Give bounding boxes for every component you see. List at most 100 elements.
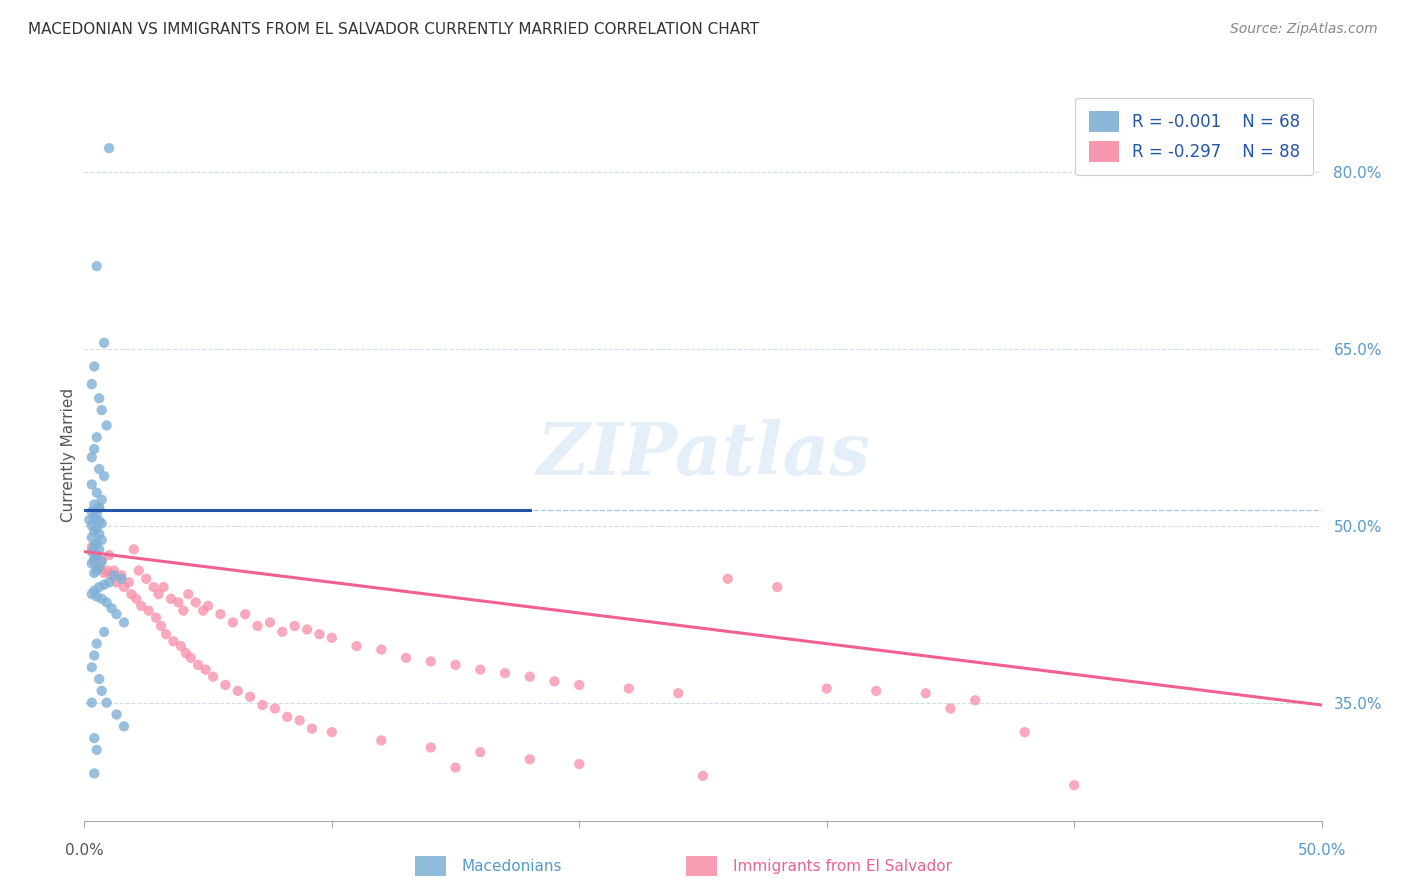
Point bbox=[100, 601, 122, 615]
Point bbox=[202, 670, 225, 684]
Text: Immigrants from El Salvador: Immigrants from El Salvador bbox=[733, 859, 952, 873]
Point bbox=[692, 769, 714, 783]
Point bbox=[222, 615, 245, 630]
Point bbox=[86, 590, 108, 604]
Point bbox=[89, 514, 111, 528]
Point bbox=[138, 604, 160, 618]
Point bbox=[135, 572, 157, 586]
Point bbox=[86, 521, 108, 535]
Point bbox=[80, 540, 103, 554]
Point bbox=[96, 564, 118, 578]
Point bbox=[177, 587, 200, 601]
Point bbox=[80, 377, 103, 392]
Point bbox=[444, 657, 467, 672]
Point bbox=[155, 627, 177, 641]
Point bbox=[98, 548, 121, 562]
Point bbox=[184, 595, 207, 609]
Point bbox=[174, 646, 197, 660]
Point bbox=[80, 518, 103, 533]
Point bbox=[271, 624, 294, 639]
Text: ZIPatlas: ZIPatlas bbox=[536, 419, 870, 491]
Point bbox=[191, 604, 214, 618]
Point bbox=[90, 554, 112, 568]
Point bbox=[86, 536, 108, 550]
Point bbox=[120, 587, 142, 601]
Point bbox=[89, 542, 111, 557]
Point bbox=[276, 710, 298, 724]
Point bbox=[86, 637, 108, 651]
Point bbox=[129, 599, 152, 613]
Point bbox=[105, 575, 128, 590]
Point bbox=[568, 678, 591, 692]
Point bbox=[105, 607, 128, 622]
Point bbox=[80, 660, 103, 674]
Point bbox=[98, 141, 121, 155]
Point bbox=[83, 510, 105, 524]
Point bbox=[519, 752, 541, 766]
Text: Source: ZipAtlas.com: Source: ZipAtlas.com bbox=[1230, 22, 1378, 37]
Point bbox=[226, 684, 249, 698]
Point bbox=[79, 513, 101, 527]
Point bbox=[568, 757, 591, 772]
Point bbox=[93, 624, 115, 639]
Point bbox=[89, 527, 111, 541]
Point bbox=[86, 743, 108, 757]
Point bbox=[83, 442, 105, 456]
Point bbox=[103, 564, 125, 578]
Point bbox=[152, 580, 174, 594]
Point bbox=[118, 575, 141, 590]
Point bbox=[86, 507, 108, 521]
Point bbox=[162, 634, 184, 648]
Point bbox=[89, 501, 111, 516]
Point bbox=[150, 619, 173, 633]
Point bbox=[308, 627, 330, 641]
Point bbox=[112, 719, 135, 733]
Point bbox=[93, 566, 115, 580]
Point bbox=[98, 575, 121, 590]
Point bbox=[86, 430, 108, 444]
Point bbox=[96, 418, 118, 433]
Legend: R = -0.001    N = 68, R = -0.297    N = 88: R = -0.001 N = 68, R = -0.297 N = 88 bbox=[1076, 97, 1313, 176]
Point bbox=[80, 587, 103, 601]
Point bbox=[444, 760, 467, 774]
Point bbox=[80, 531, 103, 545]
Point bbox=[321, 631, 343, 645]
Point bbox=[346, 639, 368, 653]
Point bbox=[89, 560, 111, 574]
Point bbox=[666, 686, 689, 700]
Point bbox=[112, 580, 135, 594]
Point bbox=[80, 557, 103, 571]
Point bbox=[865, 684, 887, 698]
Point bbox=[86, 564, 108, 578]
Point bbox=[90, 591, 112, 606]
Point bbox=[519, 670, 541, 684]
Point bbox=[83, 359, 105, 374]
Point bbox=[80, 504, 103, 518]
Point bbox=[395, 650, 418, 665]
Point bbox=[90, 533, 112, 547]
Point bbox=[105, 707, 128, 722]
Point bbox=[148, 587, 170, 601]
Point bbox=[122, 542, 145, 557]
Point bbox=[90, 684, 112, 698]
Point bbox=[83, 551, 105, 566]
Point bbox=[209, 607, 232, 622]
Point bbox=[90, 516, 112, 531]
Point bbox=[89, 501, 111, 516]
Point bbox=[180, 650, 202, 665]
Point bbox=[766, 580, 789, 594]
Point bbox=[125, 591, 148, 606]
Point bbox=[110, 568, 132, 582]
Point bbox=[96, 595, 118, 609]
Point bbox=[112, 615, 135, 630]
Point bbox=[83, 524, 105, 539]
Point bbox=[83, 766, 105, 780]
Point bbox=[288, 714, 311, 728]
Point bbox=[965, 693, 987, 707]
Point bbox=[295, 623, 318, 637]
Point bbox=[90, 492, 112, 507]
Point bbox=[89, 580, 111, 594]
Point bbox=[86, 485, 108, 500]
Point bbox=[252, 698, 274, 712]
Point bbox=[142, 580, 165, 594]
